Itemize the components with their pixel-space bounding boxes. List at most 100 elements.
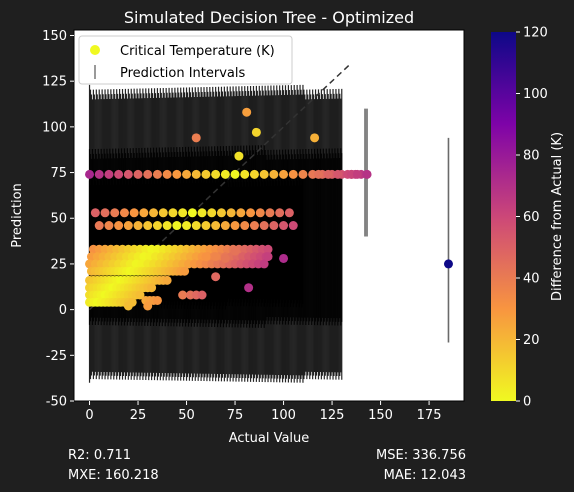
legend-box [78,35,293,85]
data-point [244,283,254,293]
data-point [249,221,259,231]
data-point [279,169,289,179]
data-point [152,221,162,231]
data-point [162,169,172,179]
data-point [288,169,298,179]
data-point [226,208,236,218]
data-point [313,169,323,179]
data-point [207,208,217,218]
data-point [152,169,162,179]
data-point [288,221,298,231]
series-8 [85,283,157,293]
data-point [211,221,221,231]
data-point [143,301,153,311]
colorbar-label: Difference from Actual (K) [550,132,565,301]
data-point [187,208,197,218]
data-point [162,221,172,231]
data-point [197,290,207,300]
y-tick-label: 100 [42,120,67,135]
legend-label-prediction-intervals: Prediction Intervals [120,66,245,81]
data-point [249,169,259,179]
x-tick-label: 150 [368,408,393,423]
data-point [172,221,182,231]
data-point [201,221,211,231]
data-point [279,253,289,263]
data-point [323,169,333,179]
series-2 [94,221,298,231]
data-point [220,221,230,231]
chart-title: Simulated Decision Tree - Optimized [124,8,414,27]
data-point [265,208,275,218]
data-point [240,221,250,231]
data-point [191,133,201,143]
y-tick-label: 150 [42,29,67,44]
data-point [275,208,285,218]
data-point [172,169,182,179]
series-7 [85,275,172,285]
data-point [139,208,149,218]
data-point [129,208,139,218]
data-point [263,244,273,254]
data-point [352,169,362,179]
data-point [201,252,211,262]
data-point [191,169,201,179]
data-point [123,169,133,179]
data-point [168,208,178,218]
data-point [114,169,124,179]
y-tick-label: 125 [42,75,67,90]
data-point [284,208,294,218]
data-point [230,246,240,256]
data-point [123,301,133,311]
data-point [104,221,114,231]
colorbar-tick-label: 0 [523,395,531,410]
x-tick-label: 175 [417,408,442,423]
series-12 [201,169,453,269]
x-tick-label: 100 [271,408,296,423]
data-point [94,221,104,231]
data-point [220,253,230,263]
data-point [236,208,246,218]
mxe-metric: MXE: 160.218 [68,468,159,483]
x-tick-label: 125 [320,408,345,423]
data-point [85,169,95,179]
data-point [242,107,252,117]
colorbar [491,32,516,401]
data-point [147,283,157,293]
data-point [279,221,289,231]
data-point [110,208,120,218]
colorbar-tick-label: 40 [523,272,540,287]
colorbar-tick-label: 120 [523,26,548,41]
data-point [211,169,221,179]
data-point [90,208,100,218]
data-point [100,208,110,218]
series-5 [85,259,269,269]
colorbar-tick-label: 20 [523,333,540,348]
legend: Critical Temperature (K) Prediction Inter… [78,35,293,85]
data-point [255,208,265,218]
data-point [182,169,192,179]
data-point [234,151,244,161]
y-axis-label: Prediction [10,183,25,248]
data-point [230,221,240,231]
data-point [240,169,250,179]
data-point [263,252,273,262]
data-point [211,272,221,282]
data-point [211,252,221,262]
y-tick-label: 75 [50,166,67,181]
x-tick-label: 75 [227,408,244,423]
x-tick-label: 0 [85,408,93,423]
y-tick-label: -50 [46,395,67,410]
y-tick-label: 0 [59,303,67,318]
data-point [94,169,104,179]
data-point [220,169,230,179]
data-point [178,290,188,300]
y-tick-label: 50 [50,212,67,227]
colorbar-tick-label: 100 [523,87,548,102]
data-point [180,266,190,276]
plot-content [85,62,453,383]
data-point [362,169,372,179]
legend-label-critical-temperature: Critical Temperature (K) [120,44,275,59]
data-point [310,133,320,143]
